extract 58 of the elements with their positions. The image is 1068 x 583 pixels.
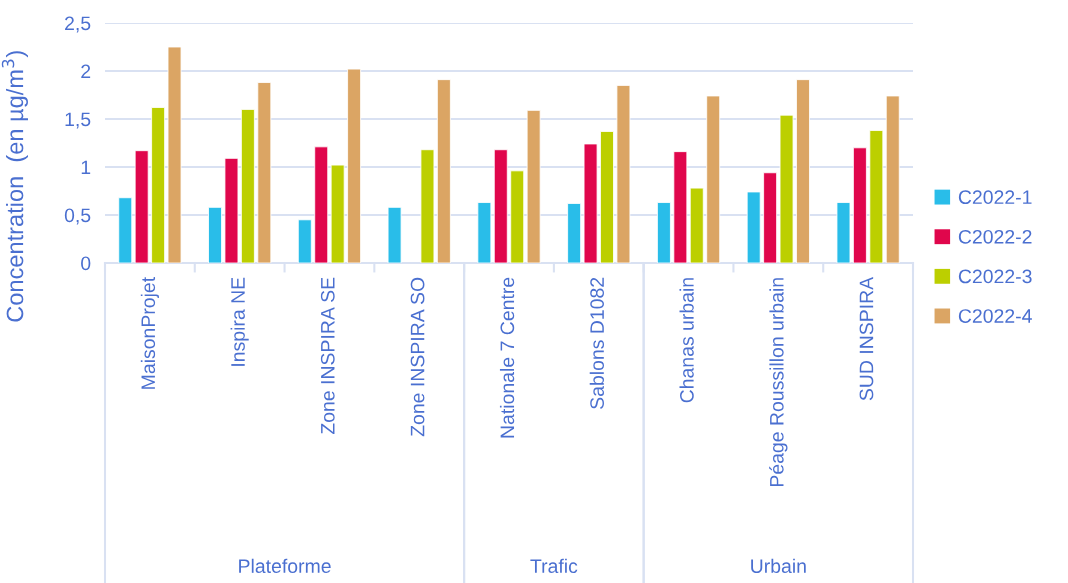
bar <box>167 46 182 263</box>
bar <box>347 68 362 263</box>
x-tick-label: Chanas urbain <box>679 278 694 403</box>
bar <box>706 95 721 263</box>
bar <box>510 170 525 263</box>
bar <box>330 164 345 263</box>
bar <box>796 79 810 263</box>
bar <box>779 114 794 263</box>
bar <box>436 79 451 263</box>
text: Urbain <box>751 558 806 574</box>
bar <box>673 151 688 263</box>
x-tick-label: Zone INSPIRA SO <box>410 277 425 437</box>
y-tick-label: 2,5 <box>65 16 91 33</box>
bar <box>852 147 867 263</box>
bar <box>869 130 884 263</box>
y-tick-label: 1 <box>81 160 91 175</box>
bar <box>151 107 166 263</box>
x-tick-label: Nationale 7 Centre <box>499 277 515 438</box>
legend-label: C2022-1 <box>958 190 1032 205</box>
bar <box>118 197 133 263</box>
bar <box>689 187 704 263</box>
y-tick-label: 0,5 <box>64 208 91 225</box>
bar <box>616 84 631 263</box>
x-tick-label: Zone INSPIRA SE <box>320 277 335 435</box>
bar <box>420 149 435 263</box>
y-tick-label: 2 <box>81 64 91 79</box>
bar <box>134 150 149 263</box>
x-tick-label: Sablons D1082 <box>589 277 604 409</box>
bar <box>567 203 582 263</box>
bar <box>583 143 598 263</box>
text: Plateforme <box>239 558 331 574</box>
y-axis-title: Concentration (en µg/m$^{3}$) <box>1 51 28 322</box>
text: Trafic <box>530 558 578 574</box>
bar <box>493 149 508 263</box>
legend-label: C2022-2 <box>958 229 1032 244</box>
bar <box>885 95 900 263</box>
bar <box>387 206 402 263</box>
bar <box>746 191 761 263</box>
bar <box>208 206 222 263</box>
legend-label: C2022-3 <box>958 269 1032 284</box>
x-tick-label: MaisonProjet <box>140 277 159 389</box>
x-tick-label: Inspira NE <box>230 277 249 366</box>
x-tick-label: SUD INSPIRA <box>859 276 874 401</box>
bar <box>257 82 272 263</box>
bar <box>297 219 312 263</box>
bar <box>240 108 255 263</box>
y-tick-label: 0 <box>81 256 91 271</box>
bar <box>526 109 541 263</box>
bar <box>836 202 851 263</box>
bar <box>477 202 492 263</box>
x-tick-label: Péage Roussillon urbain <box>769 278 788 487</box>
legend-label: C2022-4 <box>958 309 1032 323</box>
bar <box>600 131 614 263</box>
bar <box>224 157 239 263</box>
bar <box>656 202 671 263</box>
bar <box>314 146 329 263</box>
y-tick-label: 1,5 <box>65 112 91 129</box>
bar <box>763 172 778 263</box>
